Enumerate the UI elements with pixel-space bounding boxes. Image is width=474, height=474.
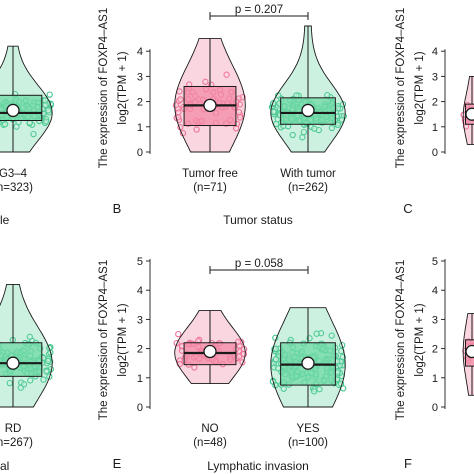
y-axis-label: The expression of FOXP4–AS1 (98, 8, 110, 168)
y-tick-label: 2 (432, 344, 438, 356)
data-point (311, 125, 318, 132)
x-tick-n-label: (n=262) (288, 182, 328, 194)
y-tick-label: 2 (137, 344, 143, 356)
y-tick-label: 3 (137, 314, 143, 326)
y-tick-label: 5 (432, 256, 438, 268)
x-axis-label: Tumor status (223, 213, 293, 227)
x-tick-n-label: (n=323) (0, 182, 33, 194)
y-axis-label: The expression of FOXP4–AS1 (395, 8, 407, 168)
data-point (280, 385, 287, 392)
y-axis-label: The expression of FOXP4–AS1 (98, 260, 110, 420)
data-point (30, 130, 37, 138)
x-axis-label: le (0, 213, 10, 227)
data-point (272, 356, 280, 363)
data-point (202, 78, 209, 85)
y-tick-label: 1 (137, 373, 143, 385)
y-tick-label: 1 (432, 122, 438, 134)
data-point (328, 332, 335, 339)
panel-letter: F (404, 456, 412, 471)
box-iqr (0, 94, 43, 122)
data-point (193, 126, 200, 133)
x-tick-n-label: (n=71) (193, 182, 227, 194)
data-point (313, 330, 320, 337)
y-axis-label: The expression of FOXP4–AS1 (395, 260, 407, 420)
y-tick-label: 0 (432, 402, 438, 414)
y-tick-label: 3 (432, 314, 438, 326)
x-axis-label: Lymphatic invasion (207, 459, 309, 473)
data-point (223, 71, 230, 78)
mean-marker (6, 356, 20, 370)
x-tick-label: YES (296, 423, 319, 435)
mean-marker (203, 344, 217, 359)
data-point (46, 91, 53, 98)
mean-marker (6, 103, 20, 118)
data-point (339, 353, 346, 361)
data-point (316, 386, 323, 393)
data-point (289, 131, 296, 139)
mean-marker (301, 103, 315, 118)
y-tick-label: 1 (137, 122, 143, 134)
mean-marker (301, 356, 315, 370)
x-tick-n-label: (n=100) (288, 437, 328, 449)
data-point (236, 114, 244, 121)
data-point (235, 338, 242, 345)
panel-letter: B (113, 201, 122, 216)
y-axis-label-units: log2(TPM + 1) (117, 51, 129, 124)
y-tick-label: 2 (432, 97, 438, 109)
data-point (43, 118, 50, 125)
data-point (6, 379, 13, 387)
data-point (13, 123, 20, 130)
x-tick-label: NO (201, 423, 218, 435)
x-tick-label: G3–4 (0, 168, 28, 180)
y-axis-label-units: log2(TPM + 1) (414, 303, 426, 376)
y-tick-label: 1 (432, 373, 438, 385)
x-axis-label: al (0, 459, 9, 473)
y-tick-label: 0 (137, 147, 143, 159)
panel-letter: E (113, 456, 122, 471)
mean-marker (465, 344, 474, 359)
data-point (334, 121, 341, 129)
data-point (2, 121, 9, 128)
data-point (26, 333, 33, 340)
y-tick-label: 3 (137, 71, 143, 83)
mean-marker (465, 107, 474, 121)
y-axis-label-units: log2(TPM + 1) (414, 51, 426, 124)
data-point (177, 96, 184, 103)
data-point (236, 353, 243, 360)
mean-marker (203, 98, 217, 113)
data-point (310, 388, 318, 395)
y-axis-label-units: log2(TPM + 1) (117, 303, 129, 376)
y-tick-label: 4 (432, 46, 438, 58)
x-tick-label: Tumor free (182, 168, 238, 180)
y-tick-label: 4 (137, 285, 143, 297)
data-point (328, 124, 336, 132)
y-tick-label: 3 (432, 71, 438, 83)
data-point (44, 357, 52, 365)
y-tick-label: 2 (137, 97, 143, 109)
panel-letter: C (403, 201, 412, 216)
y-tick-label: 4 (432, 285, 438, 297)
x-tick-label: RD (5, 423, 22, 435)
y-tick-label: 0 (137, 402, 143, 414)
x-tick-n-label: (n=48) (193, 437, 227, 449)
data-point (27, 377, 34, 384)
x-tick-label: With tumor (280, 168, 336, 180)
shapes-layer (0, 12, 474, 409)
x-tick-n-label: (n=267) (0, 437, 33, 449)
pvalue-label: p = 0.207 (235, 4, 283, 16)
data-point (40, 376, 47, 383)
pvalue-label: p = 0.058 (235, 258, 283, 270)
data-point (45, 107, 52, 114)
data-point (43, 368, 50, 375)
y-tick-label: 0 (432, 147, 438, 159)
box-iqr (0, 342, 43, 377)
data-point (175, 330, 182, 338)
y-tick-label: 5 (137, 256, 143, 268)
text-layer: G3–4 (n=323) le 0 1 2 3 4 The expression of FOXP… (0, 4, 438, 473)
data-point (20, 381, 28, 388)
data-point (42, 97, 49, 104)
data-point (300, 128, 308, 136)
y-tick-label: 4 (137, 46, 143, 58)
